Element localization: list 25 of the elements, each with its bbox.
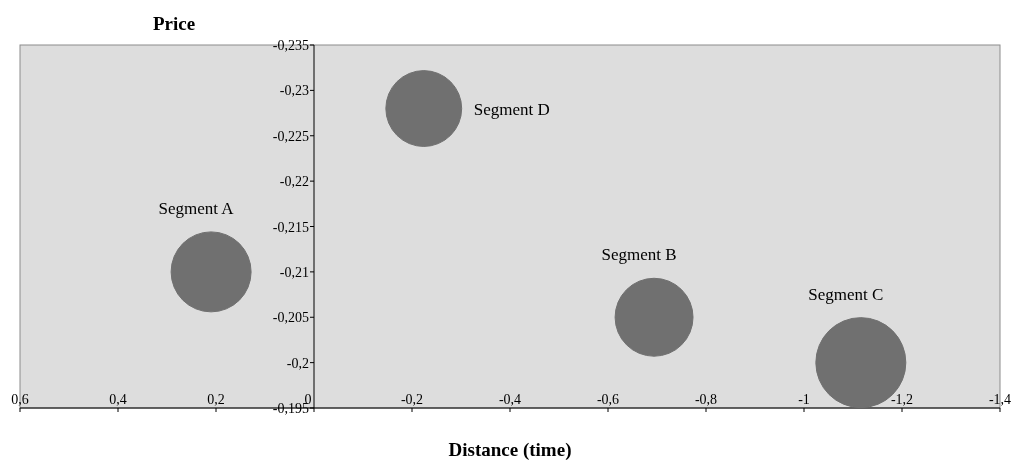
x-tick-label: -1,2 <box>890 392 914 407</box>
x-tick-label: -1,4 <box>988 392 1012 407</box>
y-axis-title: Price <box>152 13 196 34</box>
x-tick-label: -0,8 <box>694 392 718 407</box>
series-label: Segment B <box>601 245 677 265</box>
y-tick-label: -0,225 <box>272 128 309 144</box>
y-tick-label: -0,2 <box>286 355 309 371</box>
y-tick-label: -0,215 <box>272 219 309 235</box>
x-tick-label: 0 <box>304 392 312 407</box>
x-tick-label: -0,6 <box>596 392 620 407</box>
x-tick-label: 0,2 <box>207 392 225 407</box>
x-tick-label: -0,4 <box>498 392 522 407</box>
y-tick-label: -0,205 <box>272 310 309 326</box>
x-axis-title: Distance (time) <box>448 439 572 461</box>
x-tick-label: -1 <box>798 392 810 407</box>
x-tick-label: -0,2 <box>400 392 424 407</box>
x-tick-label: 0,6 <box>11 392 29 407</box>
y-tick-label: -0,23 <box>279 83 309 99</box>
y-tick-label: -0,235 <box>272 38 309 53</box>
y-tick-label: -0,22 <box>279 174 309 190</box>
x-tick-label: 0,4 <box>109 392 127 407</box>
series-label: Segment D <box>473 99 550 119</box>
series-label: Segment A <box>158 198 235 218</box>
series-label: Segment C <box>808 284 884 304</box>
y-tick-label: -0,21 <box>279 264 309 280</box>
